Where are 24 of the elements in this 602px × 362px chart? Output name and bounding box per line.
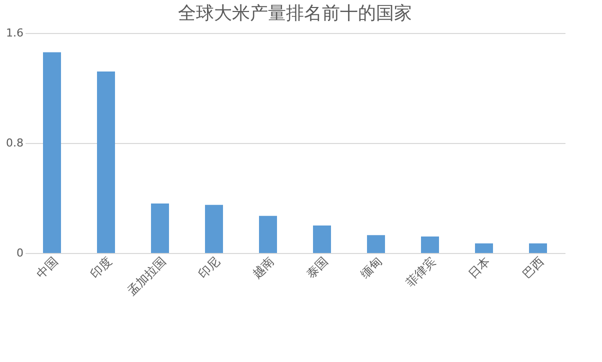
x-tick-label: 越南 bbox=[250, 254, 276, 281]
y-tick-label: 1.6 bbox=[6, 26, 24, 40]
bar bbox=[421, 236, 439, 253]
x-tick-label: 泰国 bbox=[304, 254, 330, 281]
y-tick-label: 0 bbox=[16, 246, 24, 260]
bar bbox=[313, 226, 331, 253]
bar bbox=[367, 235, 385, 253]
x-tick-label: 中国 bbox=[34, 254, 60, 281]
x-tick-label: 缅甸 bbox=[358, 254, 384, 281]
x-tick-label: 印度 bbox=[88, 254, 114, 281]
y-tick-label: 0.8 bbox=[6, 136, 24, 150]
chart-title: 全球大米产量排名前十的国家 bbox=[178, 3, 412, 24]
bar bbox=[259, 216, 277, 253]
x-tick-label: 菲律宾 bbox=[403, 254, 438, 290]
x-tick-label: 印尼 bbox=[196, 254, 222, 281]
x-tick-label: 日本 bbox=[466, 254, 492, 281]
x-tick-label: 巴西 bbox=[520, 254, 546, 281]
bar bbox=[475, 243, 493, 253]
bar bbox=[151, 204, 169, 253]
bar bbox=[97, 72, 115, 253]
bar bbox=[529, 243, 547, 253]
bar bbox=[43, 52, 61, 253]
x-tick-label: 孟加拉国 bbox=[124, 254, 168, 298]
bar bbox=[205, 204, 223, 253]
